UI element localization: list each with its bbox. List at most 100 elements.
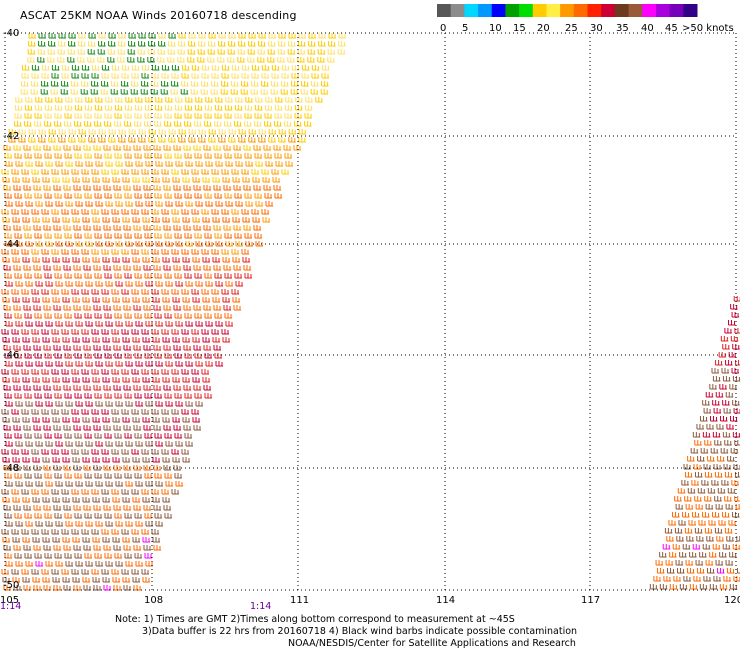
wind-barb: [22, 377, 30, 383]
wind-barb: [83, 145, 91, 151]
wind-barb: [327, 49, 336, 55]
wind-barb: [700, 448, 709, 454]
wind-barb: [194, 113, 202, 119]
wind-barb: [281, 169, 289, 175]
wind-barb: [185, 97, 193, 103]
wind-barb: [41, 369, 49, 375]
wind-barb: [171, 73, 179, 79]
wind-barb: [111, 289, 119, 295]
wind-barb: [15, 241, 23, 247]
wind-barb: [152, 257, 160, 263]
wind-barb: [171, 289, 179, 295]
wind-barb: [115, 401, 123, 407]
wind-barb: [155, 321, 163, 327]
wind-barb: [231, 249, 239, 255]
wind-barb: [142, 337, 150, 343]
wind-barb: [41, 289, 49, 295]
wind-barb: [178, 33, 186, 39]
wind-barb: [110, 89, 119, 95]
wind-barb: [702, 432, 711, 438]
wind-barb: [115, 561, 123, 567]
wind-barb: [195, 161, 203, 167]
wind-barb: [34, 513, 42, 519]
wind-barb: [285, 161, 293, 167]
wind-barb: [711, 368, 719, 374]
wind-barb: [689, 584, 698, 590]
wind-barb: [44, 113, 52, 119]
wind-barb: [114, 433, 122, 439]
wind-barb: [214, 121, 222, 127]
wind-barb: [251, 169, 259, 175]
colorbar-tick-label: >50 knots: [682, 23, 734, 34]
wind-barb: [118, 129, 127, 135]
wind-barb: [705, 504, 714, 510]
wind-barb: [51, 289, 59, 295]
wind-barb: [31, 449, 39, 455]
wind-barb: [54, 105, 63, 111]
wind-barb: [732, 400, 740, 406]
wind-barb: [62, 537, 70, 543]
wind-barb: [173, 385, 181, 391]
wind-barb: [665, 560, 674, 566]
wind-barb: [128, 33, 136, 39]
wind-barb: [163, 225, 171, 231]
wind-barb: [95, 201, 103, 207]
wind-barb: [63, 225, 71, 231]
wind-barb: [71, 329, 79, 335]
wind-barb: [161, 289, 169, 295]
wind-barb: [104, 233, 112, 239]
wind-barb: [201, 249, 209, 255]
wind-barb: [4, 313, 12, 319]
wind-barb: [144, 113, 152, 119]
wind-barb: [104, 313, 112, 319]
wind-barb: [141, 65, 150, 71]
wind-barb: [115, 321, 123, 327]
wind-barb: [194, 105, 203, 111]
wind-barb: [135, 521, 143, 527]
wind-barb: [161, 73, 169, 79]
wind-barb: [191, 409, 199, 415]
wind-barb: [184, 393, 192, 399]
wind-barb: [95, 97, 103, 103]
wind-barb: [34, 273, 42, 279]
wind-barb: [114, 393, 122, 399]
wind-barb: [37, 49, 46, 55]
wind-barb: [155, 97, 163, 103]
wind-barb: [734, 496, 740, 502]
wind-barb: [142, 177, 150, 183]
wind-barb: [143, 185, 151, 191]
colorbar-tick-label: 0: [440, 23, 446, 34]
wind-barb: [248, 33, 256, 39]
wind-barb: [84, 353, 92, 359]
wind-barb: [691, 480, 699, 486]
wind-barb: [241, 81, 249, 87]
wind-barb: [41, 529, 49, 535]
wind-barb: [61, 369, 69, 375]
wind-barb: [30, 89, 39, 95]
wind-barb: [191, 209, 199, 215]
wind-barb: [656, 568, 665, 574]
wind-barb: [42, 537, 50, 543]
wind-barb: [13, 145, 21, 151]
wind-barb: [155, 441, 163, 447]
wind-barb: [243, 225, 251, 231]
wind-barb: [144, 393, 152, 399]
wind-barb: [82, 497, 90, 503]
wind-barb: [735, 360, 740, 366]
wind-barb: [204, 353, 212, 359]
wind-barb: [272, 177, 280, 183]
wind-barb: [706, 568, 715, 574]
wind-barb: [723, 408, 732, 414]
wind-barb: [267, 49, 276, 55]
wind-barb: [663, 576, 671, 582]
wind-barb: [710, 416, 718, 422]
wind-barb: [127, 57, 135, 63]
wind-barb: [174, 353, 182, 359]
wind-barb: [215, 241, 223, 247]
wind-barb: [63, 305, 71, 311]
wind-barb: [81, 529, 89, 535]
wind-barb: [81, 209, 89, 215]
wind-barb: [213, 345, 221, 351]
wind-barb: [43, 305, 51, 311]
wind-barb: [35, 201, 43, 207]
